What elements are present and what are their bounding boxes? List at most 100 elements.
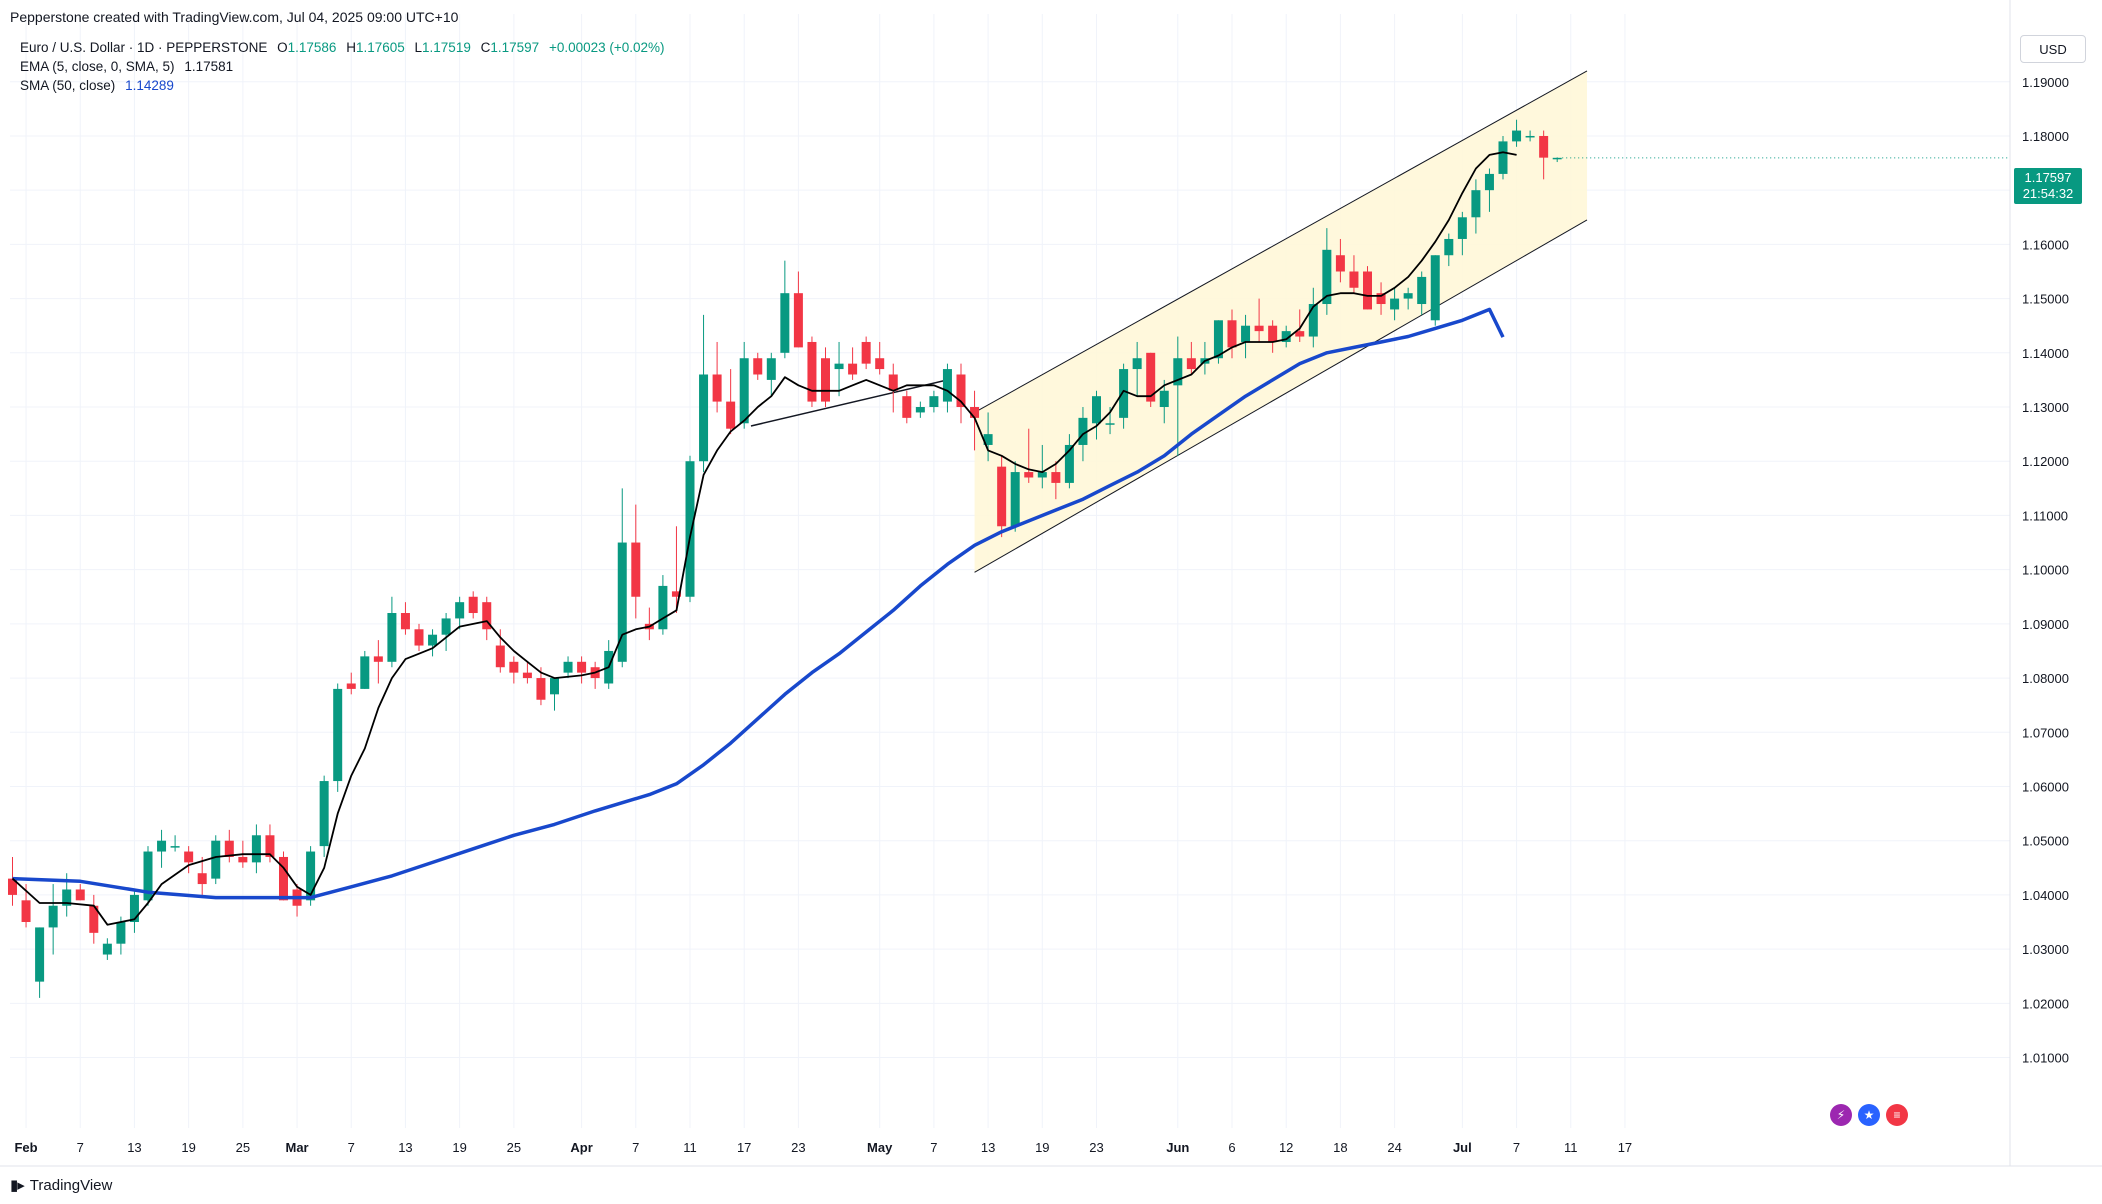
candle-body (211, 840, 221, 879)
candle-body (197, 873, 207, 885)
candle (251, 824, 261, 874)
channel-fill (974, 70, 1588, 573)
y-tick-label: 1.13000 (2022, 400, 2069, 415)
candle-body (753, 358, 763, 375)
candle-body (75, 889, 85, 901)
candle (1363, 266, 1372, 310)
candle (577, 656, 587, 684)
channel-lower-line (974, 219, 1588, 573)
candle-body (1376, 293, 1386, 305)
candle (1539, 130, 1549, 180)
candle-body (1457, 217, 1467, 239)
candle-body (685, 461, 695, 597)
bar-countdown: 21:54:32 (2022, 186, 2074, 201)
low-label: L (414, 40, 423, 55)
high-label: H (346, 40, 356, 55)
x-tick-label: 11 (683, 1140, 697, 1155)
candle-body (265, 835, 275, 857)
eu-flag-icon[interactable]: ★ (1858, 1104, 1880, 1126)
candle-body (563, 661, 573, 673)
candle (1132, 341, 1142, 397)
candle (211, 835, 221, 885)
candle-body (699, 374, 709, 462)
candle (983, 412, 993, 462)
brand-name: TradingView (29, 1176, 113, 1194)
currency-button[interactable]: USD (2020, 35, 2086, 63)
candle-body (1349, 271, 1359, 288)
candle-body (1037, 472, 1047, 478)
candle (550, 678, 559, 711)
candle (1335, 238, 1345, 283)
y-tick-label: 1.19000 (2022, 75, 2069, 90)
y-tick-label: 1.18000 (2022, 129, 2069, 144)
candle-body (1308, 304, 1318, 337)
candle (631, 504, 641, 619)
y-tick-label: 1.12000 (2022, 454, 2069, 469)
candle-body (1105, 423, 1115, 425)
candle (319, 775, 329, 857)
us-flag-icon[interactable]: ≡ (1886, 1104, 1908, 1126)
candle-body (983, 434, 993, 445)
time-axis[interactable]: Feb 7 13 19 25 Mar 7 13 19 25 Apr 7 11 17 23 May 7 13 19 23… (14, 1140, 1632, 1155)
x-tick-label: 19 (181, 1140, 195, 1155)
symbol-name[interactable]: Euro / U.S. Dollar · 1D · PEPPERSTONE (20, 40, 268, 55)
candle-body (915, 407, 925, 413)
candle (482, 596, 492, 641)
candle (848, 347, 858, 380)
price-axis[interactable]: 1.01000 1.02000 1.03000 1.04000 1.05000 1.060… (2022, 75, 2069, 1066)
candle (1430, 255, 1440, 326)
candle (1037, 444, 1047, 489)
candle-body (1363, 271, 1372, 310)
candle-body (1024, 472, 1034, 478)
candle (102, 938, 112, 960)
candle-body (89, 905, 99, 933)
candle-body (387, 613, 397, 662)
x-tick-label: May (867, 1140, 893, 1155)
candle (1444, 233, 1454, 267)
candle-body (360, 656, 370, 689)
sma-value: 1.14289 (125, 78, 174, 93)
candle-body (875, 358, 885, 370)
candle (1295, 309, 1305, 342)
x-tick-label: 13 (127, 1140, 141, 1155)
candle (726, 369, 736, 435)
candle (617, 488, 627, 668)
candle (197, 856, 207, 895)
candle (1051, 461, 1061, 500)
y-tick-label: 1.10000 (2022, 563, 2069, 578)
y-tick-label: 1.04000 (2022, 888, 2069, 903)
candle-body (400, 613, 410, 630)
event-icons[interactable]: ⚡ ★ ≡ (1830, 1104, 1908, 1126)
candle (441, 613, 451, 651)
candle (780, 260, 790, 359)
candle (1552, 157, 1562, 163)
legend-sma-row[interactable]: SMA (50, close) 1.14289 (20, 76, 665, 95)
lightning-icon[interactable]: ⚡ (1830, 1104, 1852, 1126)
candle (1092, 390, 1101, 440)
candle-body (1552, 157, 1562, 160)
tradingview-brand[interactable]: ▮▸ TradingView (10, 1176, 113, 1195)
candle (563, 656, 573, 679)
candle-body (1119, 369, 1129, 418)
close-label: C (480, 40, 491, 55)
candle-body (1484, 173, 1494, 191)
y-tick-label: 1.08000 (2022, 671, 2069, 686)
candle-body (1417, 276, 1427, 305)
candle (495, 629, 505, 673)
change-value: +0.00023 (+0.02%) (548, 40, 665, 55)
x-tick-label: 18 (1333, 1140, 1347, 1155)
parallel-channel[interactable] (750, 70, 1588, 573)
candle-body (1159, 390, 1169, 408)
candle-body (468, 596, 478, 614)
legend-ema-row[interactable]: EMA (5, close, 0, SMA, 5) 1.17581 (20, 57, 665, 76)
candle-body (1254, 325, 1264, 332)
candle-body (346, 683, 356, 689)
candle (387, 596, 397, 668)
sma-label: SMA (50, close) (20, 78, 116, 93)
candle-body (536, 678, 546, 700)
candle (1403, 287, 1413, 310)
candle (1417, 271, 1427, 315)
candle-body (170, 846, 180, 848)
candle-body (1295, 331, 1305, 337)
